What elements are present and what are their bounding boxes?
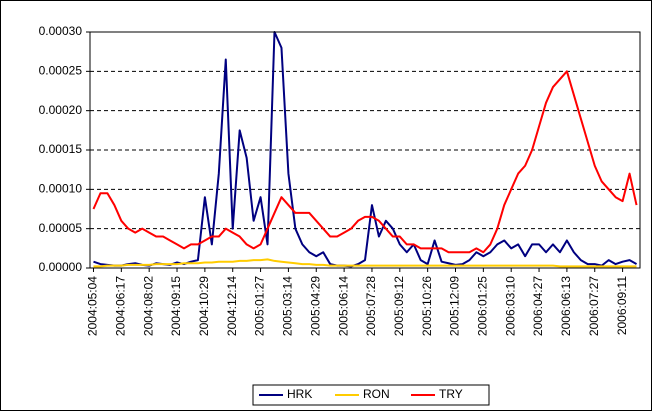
legend-label: TRY: [439, 387, 463, 401]
x-tick-label: 2004:08:02: [141, 276, 155, 336]
x-tick-label: 2004:12:14: [225, 276, 239, 336]
x-tick-label: 2006:04:27: [531, 276, 545, 336]
x-tick-label: 2005:09:12: [392, 276, 406, 336]
x-tick-label: 2004:10:29: [197, 276, 211, 336]
y-tick-label: 0.00000: [39, 260, 83, 274]
series-line: [93, 258, 637, 268]
x-tick-label: 2005:12:09: [448, 276, 462, 336]
x-tick-label: 2004:05:04: [86, 276, 100, 336]
x-tick-label: 2006:09:11: [615, 276, 629, 335]
y-tick-label: 0.00030: [39, 24, 83, 38]
plot-border: [89, 31, 641, 269]
x-tick-label: 2004:06:17: [114, 276, 128, 336]
x-tick-label: 2005:03:14: [281, 276, 295, 336]
y-tick-label: 0.00015: [39, 142, 83, 156]
series-line: [92, 70, 638, 254]
legend-label: HRK: [287, 387, 312, 401]
y-tick-label: 0.00025: [39, 64, 83, 78]
legend-label: RON: [363, 387, 390, 401]
x-tick-label: 2005:06:14: [336, 276, 350, 336]
x-tick-label: 2006:03:10: [503, 276, 517, 336]
x-tick-label: 2006:06:13: [559, 276, 573, 336]
x-tick-label: 2005:04:29: [308, 276, 322, 336]
x-tick-label: 2005:01:27: [253, 276, 267, 336]
x-tick-label: 2006:01:25: [476, 276, 490, 336]
legend-box: [252, 384, 490, 406]
y-tick-label: 0.00010: [39, 182, 83, 196]
x-tick-label: 2005:07:28: [364, 276, 378, 336]
x-tick-label: 2006:07:27: [587, 276, 601, 336]
y-tick-label: 0.00005: [39, 221, 83, 235]
x-tick-label: 2005:10:26: [420, 276, 434, 336]
y-tick-label: 0.00020: [39, 103, 83, 117]
x-tick-label: 2004:09:15: [169, 276, 183, 336]
